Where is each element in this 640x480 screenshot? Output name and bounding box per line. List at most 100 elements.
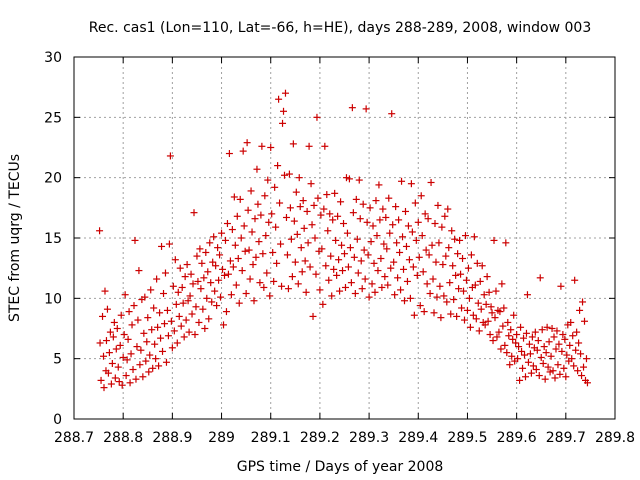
data-point bbox=[488, 309, 496, 317]
data-point bbox=[255, 238, 263, 246]
data-point bbox=[250, 297, 258, 305]
data-point bbox=[245, 246, 253, 254]
data-point bbox=[528, 333, 536, 341]
data-point bbox=[287, 235, 295, 243]
data-point bbox=[403, 277, 411, 285]
data-point bbox=[217, 293, 225, 301]
data-point bbox=[322, 262, 330, 270]
data-point bbox=[483, 273, 491, 281]
x-tick-label: 288.8 bbox=[103, 430, 143, 446]
data-point bbox=[440, 292, 448, 300]
data-point bbox=[117, 311, 125, 319]
data-point bbox=[386, 229, 394, 237]
data-point bbox=[573, 328, 581, 336]
data-point bbox=[330, 265, 338, 273]
data-point bbox=[426, 290, 434, 298]
data-point bbox=[97, 376, 105, 384]
data-point bbox=[581, 317, 589, 325]
data-point bbox=[109, 333, 117, 341]
data-point bbox=[512, 339, 520, 347]
data-point bbox=[433, 293, 441, 301]
data-point bbox=[534, 337, 542, 345]
data-point bbox=[578, 372, 586, 380]
data-point bbox=[125, 308, 133, 316]
data-point bbox=[515, 343, 523, 351]
data-point bbox=[131, 236, 139, 244]
data-point bbox=[135, 267, 143, 275]
axes bbox=[73, 56, 616, 420]
data-point bbox=[524, 358, 532, 366]
data-point bbox=[577, 350, 585, 358]
data-point bbox=[445, 244, 453, 252]
data-point bbox=[554, 361, 562, 369]
data-point bbox=[228, 226, 236, 234]
data-point bbox=[338, 241, 346, 249]
data-point bbox=[240, 222, 248, 230]
data-point bbox=[160, 320, 168, 328]
data-point bbox=[151, 340, 159, 348]
data-point bbox=[171, 256, 179, 264]
data-point bbox=[332, 236, 340, 244]
data-point bbox=[208, 298, 216, 306]
data-point bbox=[354, 269, 362, 277]
data-point bbox=[142, 357, 150, 365]
data-point bbox=[223, 220, 231, 228]
data-point bbox=[452, 271, 460, 279]
data-point bbox=[360, 246, 368, 254]
data-point bbox=[371, 288, 379, 296]
data-point bbox=[402, 242, 410, 250]
data-point bbox=[538, 326, 546, 334]
data-point bbox=[470, 233, 478, 241]
data-point bbox=[459, 255, 467, 263]
data-point bbox=[327, 252, 335, 260]
data-point bbox=[532, 366, 540, 374]
data-point bbox=[467, 251, 475, 259]
data-point bbox=[248, 228, 256, 236]
data-point bbox=[289, 140, 297, 148]
data-point bbox=[294, 280, 302, 288]
x-tick-label: 289.1 bbox=[251, 430, 291, 446]
data-point bbox=[100, 352, 108, 360]
data-point bbox=[298, 268, 306, 276]
data-point bbox=[317, 211, 325, 219]
data-point bbox=[417, 192, 425, 200]
data-point bbox=[185, 328, 193, 336]
data-point bbox=[424, 215, 432, 223]
data-point bbox=[516, 376, 524, 384]
data-point bbox=[126, 379, 134, 387]
data-point bbox=[363, 218, 371, 226]
data-point bbox=[260, 283, 268, 291]
data-point bbox=[344, 263, 352, 271]
y-tick-label: 10 bbox=[44, 291, 62, 307]
data-point bbox=[104, 369, 112, 377]
data-point bbox=[579, 298, 587, 306]
data-point bbox=[583, 379, 591, 387]
y-axis-title: STEC from uqrg / TECUs bbox=[7, 154, 23, 322]
data-point bbox=[514, 355, 522, 363]
data-point bbox=[296, 203, 304, 211]
data-point bbox=[96, 227, 104, 235]
data-point bbox=[409, 263, 417, 271]
data-point bbox=[274, 162, 282, 170]
data-point bbox=[157, 334, 165, 342]
data-point bbox=[569, 332, 577, 340]
data-point bbox=[460, 287, 468, 295]
data-point bbox=[484, 317, 492, 325]
data-point bbox=[415, 253, 423, 261]
data-point bbox=[382, 213, 390, 221]
data-point bbox=[397, 286, 405, 294]
data-point bbox=[299, 197, 307, 205]
data-point bbox=[182, 316, 190, 324]
data-point bbox=[180, 333, 188, 341]
data-point bbox=[292, 188, 300, 196]
data-point bbox=[339, 267, 347, 275]
data-point bbox=[438, 223, 446, 231]
data-point bbox=[335, 256, 343, 264]
data-point bbox=[290, 217, 298, 225]
data-point bbox=[129, 366, 137, 374]
data-point bbox=[422, 246, 430, 254]
data-point bbox=[257, 211, 265, 219]
data-point bbox=[571, 276, 579, 284]
data-point bbox=[464, 264, 472, 272]
data-point bbox=[356, 215, 364, 223]
